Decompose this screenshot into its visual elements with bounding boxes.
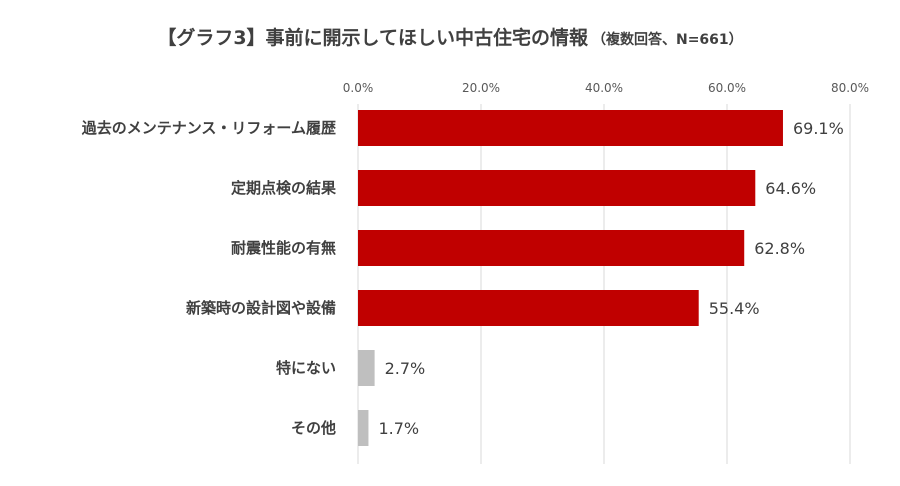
bar — [358, 350, 375, 386]
bar — [358, 290, 699, 326]
x-tick-label: 0.0% — [343, 81, 374, 95]
category-label: 新築時の設計図や設備 — [186, 299, 336, 317]
category-label: 特にない — [276, 359, 336, 377]
category-labels: 過去のメンテナンス・リフォーム履歴定期点検の結果耐震性能の有無新築時の設計図や設… — [81, 119, 337, 437]
x-tick-label: 40.0% — [585, 81, 623, 95]
category-label: 耐震性能の有無 — [231, 239, 336, 257]
data-label: 2.7% — [385, 359, 426, 378]
data-label: 64.6% — [765, 179, 816, 198]
bar — [358, 170, 756, 206]
bar — [358, 230, 745, 266]
x-tick-label: 80.0% — [831, 81, 869, 95]
data-label: 55.4% — [709, 299, 760, 318]
data-label: 1.7% — [378, 419, 419, 438]
category-label: 定期点検の結果 — [231, 179, 337, 197]
chart-title: 【グラフ3】事前に開示してほしい中古住宅の情報 （複数回答、N=661） — [157, 26, 742, 49]
gridlines — [357, 104, 851, 464]
x-tick-label: 60.0% — [708, 81, 746, 95]
category-label: 過去のメンテナンス・リフォーム履歴 — [81, 119, 336, 137]
x-tick-label: 20.0% — [462, 81, 500, 95]
chart-title-main: 【グラフ3】事前に開示してほしい中古住宅の情報 — [157, 26, 589, 49]
chart-subtitle: （複数回答、N=661） — [592, 31, 743, 48]
x-axis-ticks: 0.0% 20.0% 40.0% 60.0% 80.0% — [343, 81, 869, 95]
bar — [358, 410, 369, 446]
data-labels: 69.1% 64.6% 62.8% 55.4% 2.7% 1.7% — [378, 119, 843, 438]
data-label: 69.1% — [793, 119, 844, 138]
data-label: 62.8% — [754, 239, 805, 258]
category-label: その他 — [291, 419, 336, 437]
bars — [358, 110, 783, 446]
bar — [358, 110, 783, 146]
